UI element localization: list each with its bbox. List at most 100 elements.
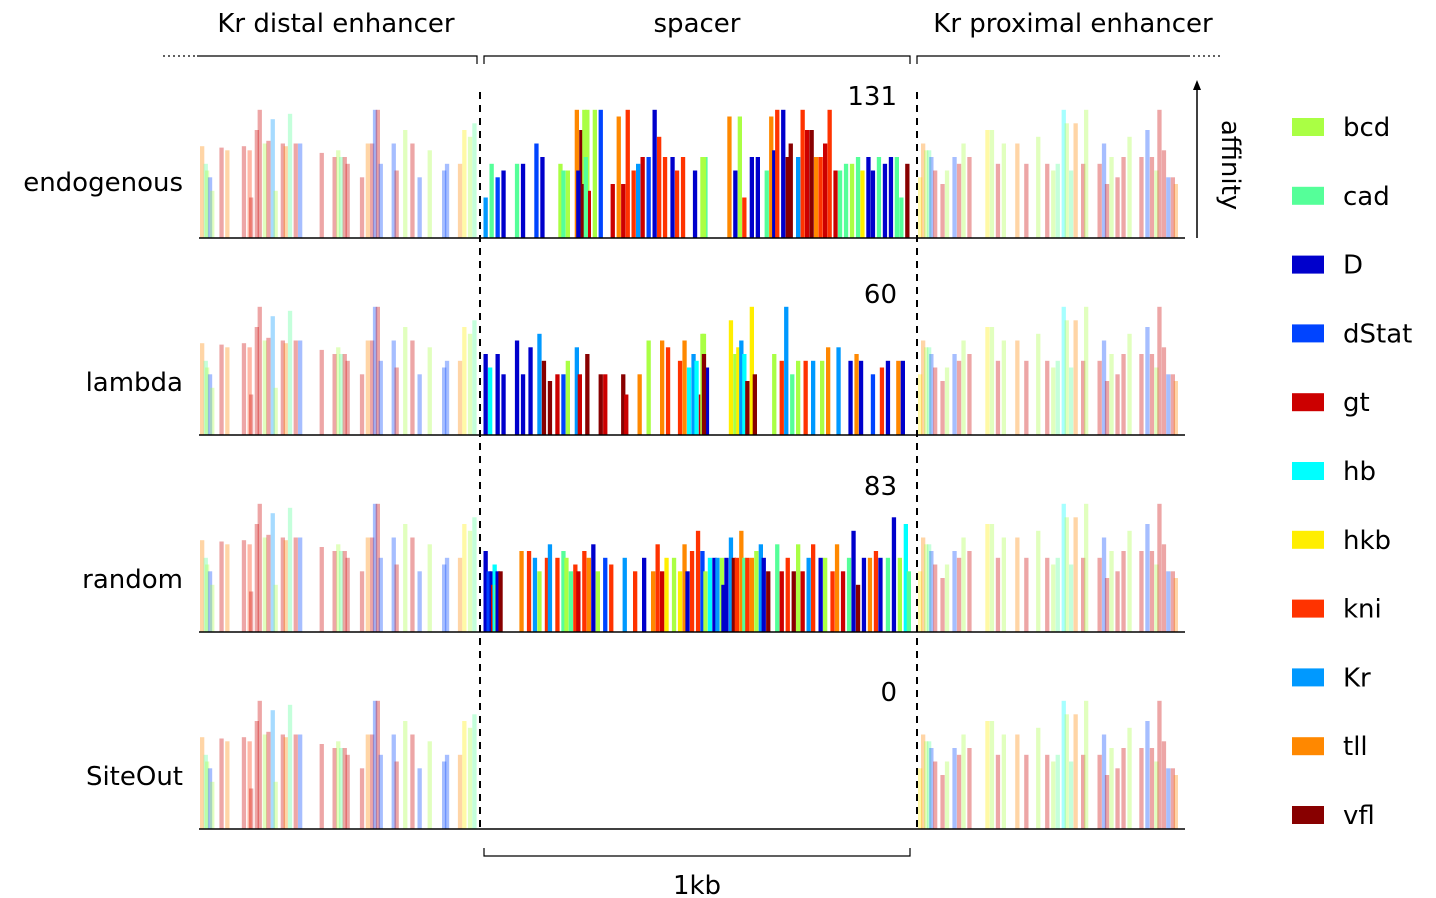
spacer-site-vfl: [498, 571, 503, 633]
spacer-site-tll: [814, 157, 819, 238]
spacer-site-Kr: [537, 333, 542, 436]
distal-site-gt: [410, 143, 415, 238]
distal-site-gt: [254, 721, 259, 829]
distal-site-bcd: [336, 150, 341, 239]
distal-site-gt: [319, 744, 324, 829]
proximal-site-gt: [1104, 775, 1110, 829]
distal-site-dStat: [417, 768, 422, 830]
proximal-site-bcd: [1051, 761, 1056, 829]
proximal-site-tll: [921, 734, 926, 829]
proximal-site-dStat: [929, 748, 934, 829]
proximal-site-gt: [1045, 360, 1050, 436]
spacer-site-D: [495, 571, 500, 633]
spacer-site-bcd: [595, 571, 600, 633]
distal-site-gt: [375, 109, 380, 239]
proximal-site-bcd: [1154, 367, 1159, 435]
row-siteout: SiteOut 0: [86, 678, 1185, 830]
distal-site-bcd: [205, 367, 210, 435]
distal-site-dStat: [391, 734, 396, 829]
spacer-site-cad: [894, 157, 899, 238]
legend-label: vfl: [1343, 801, 1375, 831]
proximal-site-gt: [1149, 551, 1155, 632]
proximal-site-hkb: [918, 571, 923, 633]
proximal-site-bcd: [944, 564, 950, 632]
distal-site-bcd: [403, 327, 408, 435]
spacer-site-D: [670, 157, 675, 238]
legend-label: hb: [1343, 457, 1376, 487]
distal-site-gt: [332, 354, 337, 435]
proximal-site-cad: [1069, 761, 1074, 829]
spacer-site-cad: [561, 170, 566, 238]
proximal-site-bcd: [1064, 123, 1069, 239]
header-proximal-enhancer: Kr proximal enhancer: [933, 9, 1213, 39]
legend-label: bcd: [1343, 113, 1390, 143]
proximal-site-gt: [1161, 150, 1167, 239]
spacer-site-vfl: [731, 557, 736, 633]
proximal-site-hkb: [985, 327, 990, 435]
proximal-site-gt: [1121, 551, 1126, 632]
spacer-site-tll: [651, 571, 656, 633]
spacer-site-gt: [823, 143, 828, 238]
distal-site-gt: [266, 731, 271, 829]
spacer-site-vfl: [745, 381, 750, 435]
legend-item-kni: kni: [1292, 595, 1382, 625]
spacer-site-cad: [568, 571, 573, 633]
distal-site-cad: [339, 551, 344, 632]
proximal-site-bcd: [1109, 354, 1114, 435]
spacer-site-kni: [555, 557, 560, 633]
distal-site-gt: [370, 340, 375, 435]
legend-item-Kr: Kr: [1292, 663, 1371, 693]
distal-site-gt: [375, 700, 380, 830]
proximal-site-dStat: [1166, 374, 1171, 436]
distal-site-gt: [241, 737, 247, 829]
spacer-site-hkb: [664, 557, 669, 633]
proximal-site-bcd: [1109, 157, 1114, 238]
proximal-site-tll: [1015, 537, 1020, 632]
distal-site-gt: [241, 146, 247, 238]
distal-site-dStat: [442, 564, 447, 632]
spacer-site-kni: [609, 564, 614, 632]
proximal-site-gt: [1170, 177, 1175, 239]
proximal-site-gt: [933, 564, 938, 632]
spacer-site-dStat: [561, 374, 566, 436]
spacer-site-kni: [695, 530, 701, 633]
proximal-site-gt: [995, 557, 1001, 633]
spacer-site-tll: [854, 354, 859, 435]
spacer-site-kni: [745, 557, 750, 633]
distal-site-gt: [359, 177, 365, 239]
distal-site-Kr: [270, 316, 275, 435]
spacer-site-D: [591, 544, 596, 633]
distal-site-gt: [394, 564, 399, 632]
distal-site-tll: [283, 540, 288, 632]
spacer-site-vfl: [598, 374, 603, 436]
distal-site-tll: [200, 540, 205, 632]
proximal-site-bcd: [1051, 564, 1056, 632]
spacer-site-D: [501, 374, 506, 436]
spacer-site-cad: [855, 157, 861, 238]
distal-site-dStat: [442, 367, 447, 435]
distal-site-gt: [249, 394, 254, 435]
distal-site-bcd: [273, 781, 278, 830]
spacer-site-D: [755, 157, 760, 238]
distal-site-dStat: [372, 503, 378, 633]
distal-site-bcd: [336, 544, 341, 633]
proximal-site-cad: [1055, 163, 1060, 239]
proximal-site-dStat: [1145, 524, 1150, 632]
proximal-site-tll: [1073, 320, 1078, 436]
distal-site-cad: [203, 360, 208, 436]
proximal-site-gt: [995, 360, 1001, 436]
distal-site-Kr: [270, 710, 275, 829]
proximal-site-hb: [1061, 306, 1066, 436]
spacer-site-vfl: [701, 354, 707, 435]
chart-rows: endogenous 131 lambda 60 random 83 SiteOut 0: [23, 82, 1185, 830]
proximal-site-tll: [1015, 734, 1020, 829]
spacer-site-vfl: [791, 571, 796, 633]
distal-site-gt: [257, 306, 262, 436]
scale-bar: [483, 848, 911, 857]
legend-item-cad: cad: [1292, 182, 1390, 212]
spacer-site-tll: [739, 530, 744, 633]
spacer-site-bcd: [564, 557, 569, 633]
distal-site-dStat: [372, 306, 378, 436]
legend-swatch: [1292, 186, 1324, 205]
spacer-site-hb: [707, 557, 713, 633]
